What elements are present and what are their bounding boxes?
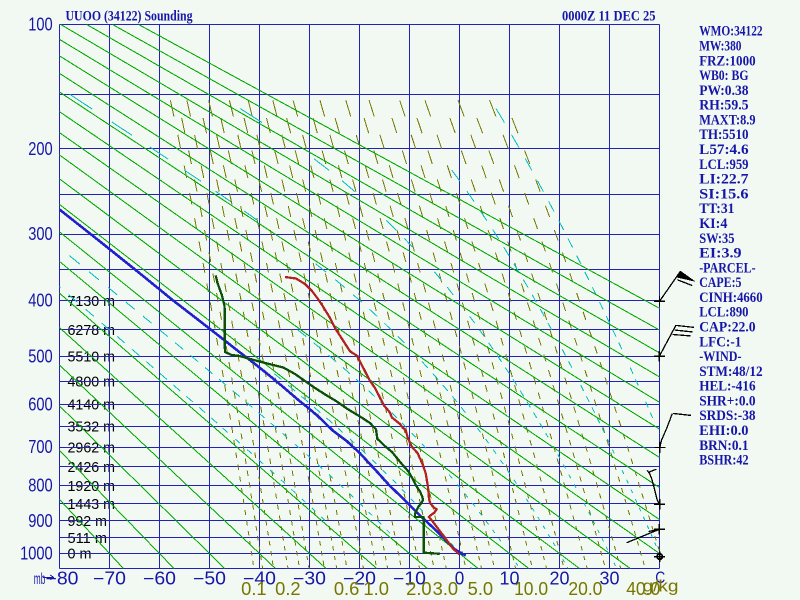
svg-text:C: C xyxy=(655,568,665,587)
svg-text:5510 m: 5510 m xyxy=(68,349,116,366)
svg-text:700: 700 xyxy=(28,437,52,457)
svg-text:0000Z 11 DEC 25: 0000Z 11 DEC 25 xyxy=(562,9,656,25)
svg-text:−50: −50 xyxy=(193,568,226,588)
svg-text:1000: 1000 xyxy=(20,543,53,563)
svg-text:−80: −80 xyxy=(46,568,79,588)
svg-text:0: 0 xyxy=(455,568,465,588)
svg-text:2426 m: 2426 m xyxy=(68,459,116,476)
svg-text:−20: −20 xyxy=(343,568,376,588)
svg-text:10: 10 xyxy=(500,568,520,588)
svg-text:1.0: 1.0 xyxy=(363,579,389,599)
svg-text:CAP:22.0: CAP:22.0 xyxy=(699,320,755,336)
svg-text:3532 m: 3532 m xyxy=(68,419,116,436)
svg-text:-PARCEL-: -PARCEL- xyxy=(699,260,756,276)
svg-text:mb: mb xyxy=(34,571,46,588)
svg-text:300: 300 xyxy=(28,224,52,244)
svg-text:MW:380: MW:380 xyxy=(699,39,741,55)
svg-text:LFC:-1: LFC:-1 xyxy=(699,334,741,350)
svg-text:40.0: 40.0 xyxy=(626,579,660,599)
svg-text:0.1: 0.1 xyxy=(241,579,267,599)
svg-text:CAPE:5: CAPE:5 xyxy=(699,275,741,291)
svg-text:900: 900 xyxy=(28,511,52,531)
svg-text:400: 400 xyxy=(28,291,52,311)
svg-text:20: 20 xyxy=(550,568,570,588)
svg-text:RH:59.5: RH:59.5 xyxy=(699,98,748,114)
svg-text:SHR+:0.0: SHR+:0.0 xyxy=(699,393,755,409)
svg-text:TT:31: TT:31 xyxy=(699,201,734,217)
svg-text:TH:5510: TH:5510 xyxy=(699,127,748,143)
svg-text:−60: −60 xyxy=(143,568,176,588)
svg-text:5.0: 5.0 xyxy=(468,579,494,599)
svg-text:WB0: BG: WB0: BG xyxy=(699,68,748,84)
svg-text:0 m: 0 m xyxy=(68,546,92,563)
svg-text:CINH:4660: CINH:4660 xyxy=(699,290,762,306)
svg-text:511 m: 511 m xyxy=(68,530,108,547)
svg-text:SI:15.6: SI:15.6 xyxy=(699,186,748,202)
svg-text:1443 m: 1443 m xyxy=(68,496,116,513)
svg-text:L57:4.6: L57:4.6 xyxy=(699,142,748,158)
svg-text:BSHR:42: BSHR:42 xyxy=(699,453,748,469)
svg-text:0.6: 0.6 xyxy=(334,579,360,599)
svg-text:3.0: 3.0 xyxy=(433,579,459,599)
svg-text:LI:22.7: LI:22.7 xyxy=(699,172,748,188)
svg-text:4140 m: 4140 m xyxy=(68,397,116,414)
svg-text:LCL:890: LCL:890 xyxy=(699,305,748,321)
svg-text:1920 m: 1920 m xyxy=(68,478,116,495)
svg-text:HEL:-416: HEL:-416 xyxy=(699,379,755,395)
svg-text:EI:3.9: EI:3.9 xyxy=(699,246,741,262)
svg-text:STM:48/12: STM:48/12 xyxy=(699,364,762,380)
svg-text:100: 100 xyxy=(28,14,52,34)
svg-text:500: 500 xyxy=(28,346,52,366)
svg-text:BRN:0.1: BRN:0.1 xyxy=(699,438,748,454)
svg-text:SRDS:-38: SRDS:-38 xyxy=(699,408,755,424)
svg-text:6278 m: 6278 m xyxy=(68,322,116,339)
svg-text:FRZ:1000: FRZ:1000 xyxy=(699,53,755,69)
svg-text:10.0: 10.0 xyxy=(514,579,548,599)
svg-text:UUOO (34122) Sounding: UUOO (34122) Sounding xyxy=(66,9,193,25)
svg-text:SW:35: SW:35 xyxy=(699,231,734,247)
svg-text:−30: −30 xyxy=(293,568,326,588)
svg-text:800: 800 xyxy=(28,476,52,496)
svg-text:g/kg: g/kg xyxy=(643,577,679,595)
svg-text:0.2: 0.2 xyxy=(275,579,301,599)
svg-text:−40: −40 xyxy=(243,568,276,588)
svg-text:WMO:34122: WMO:34122 xyxy=(699,24,762,40)
svg-text:KI:4: KI:4 xyxy=(699,216,727,232)
svg-text:PW:0.38: PW:0.38 xyxy=(699,83,748,99)
svg-text:LCL:959: LCL:959 xyxy=(699,157,748,173)
svg-text:200: 200 xyxy=(28,139,52,159)
svg-text:−70: −70 xyxy=(93,568,126,588)
svg-text:2.0: 2.0 xyxy=(406,579,432,599)
svg-text:−10: −10 xyxy=(393,568,426,588)
svg-text:20.0: 20.0 xyxy=(568,579,602,599)
svg-text:-WIND-: -WIND- xyxy=(699,349,742,365)
svg-text:600: 600 xyxy=(28,394,52,414)
svg-text:30: 30 xyxy=(600,568,620,588)
svg-text:MAXT:8.9: MAXT:8.9 xyxy=(699,112,755,128)
svg-text:992 m: 992 m xyxy=(68,513,108,530)
svg-text:EHI:0.0: EHI:0.0 xyxy=(699,423,748,439)
